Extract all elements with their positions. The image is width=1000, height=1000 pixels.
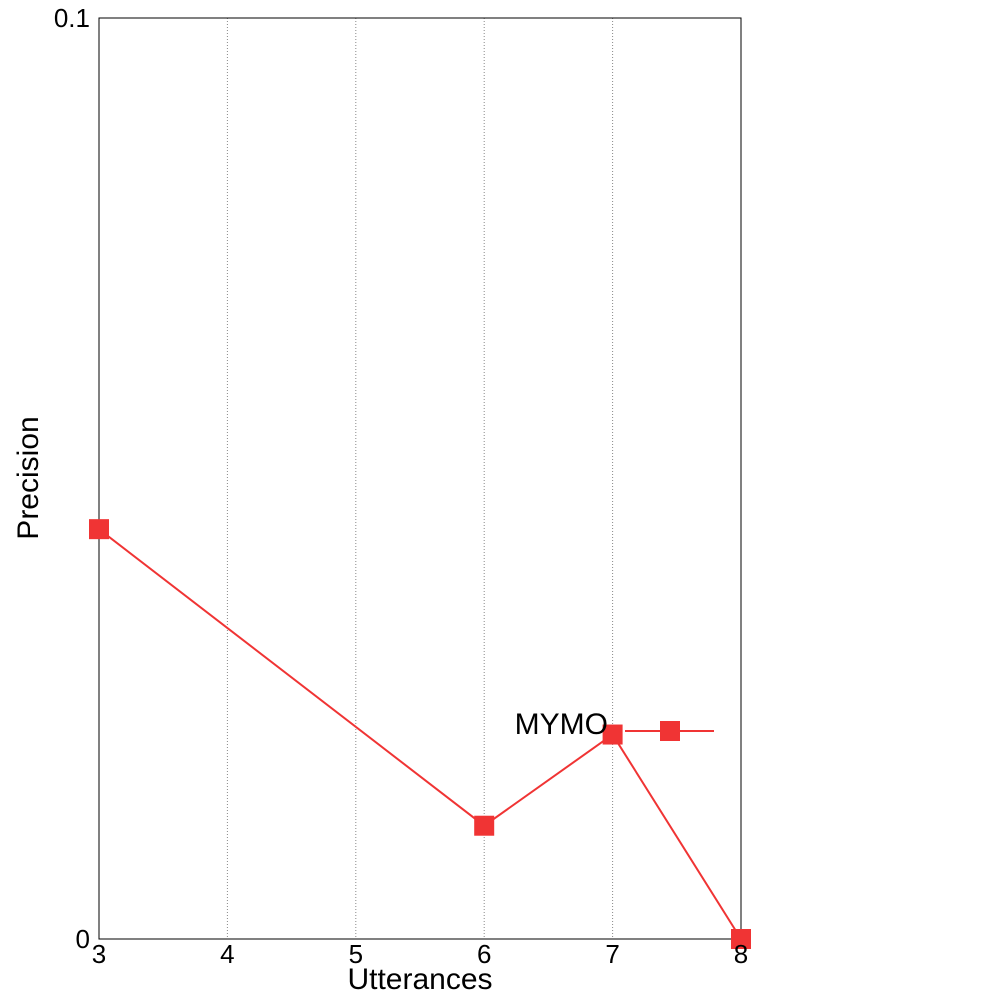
series-line-0: [98, 528, 742, 940]
y-tick-label: 0.1: [54, 3, 90, 33]
x-tick-label: 4: [220, 939, 234, 969]
x-tick-label: 7: [605, 939, 619, 969]
x-axis-title: Utterances: [347, 963, 492, 996]
x-tick-label: 5: [349, 939, 363, 969]
plot-frame: [98, 17, 742, 940]
x-tick-label: 3: [92, 939, 106, 969]
data-point-marker: [89, 519, 109, 540]
legend-marker: [660, 721, 680, 741]
data-point-marker: [731, 929, 751, 949]
x-tick-label: 8: [734, 939, 748, 969]
x-tick-label: 6: [477, 939, 491, 969]
tick-labels: 3 4 5 6 7 8 0 0.1: [54, 3, 748, 969]
y-tick-label: 0: [76, 924, 90, 954]
data-point-marker: [602, 724, 623, 745]
grid-lines: [226, 18, 614, 939]
y-axis-title: Precision: [12, 416, 45, 539]
series-layer: [89, 519, 751, 949]
legend: MYMO: [515, 708, 714, 741]
data-point-marker: [474, 815, 495, 836]
legend-label: MYMO: [515, 708, 608, 741]
